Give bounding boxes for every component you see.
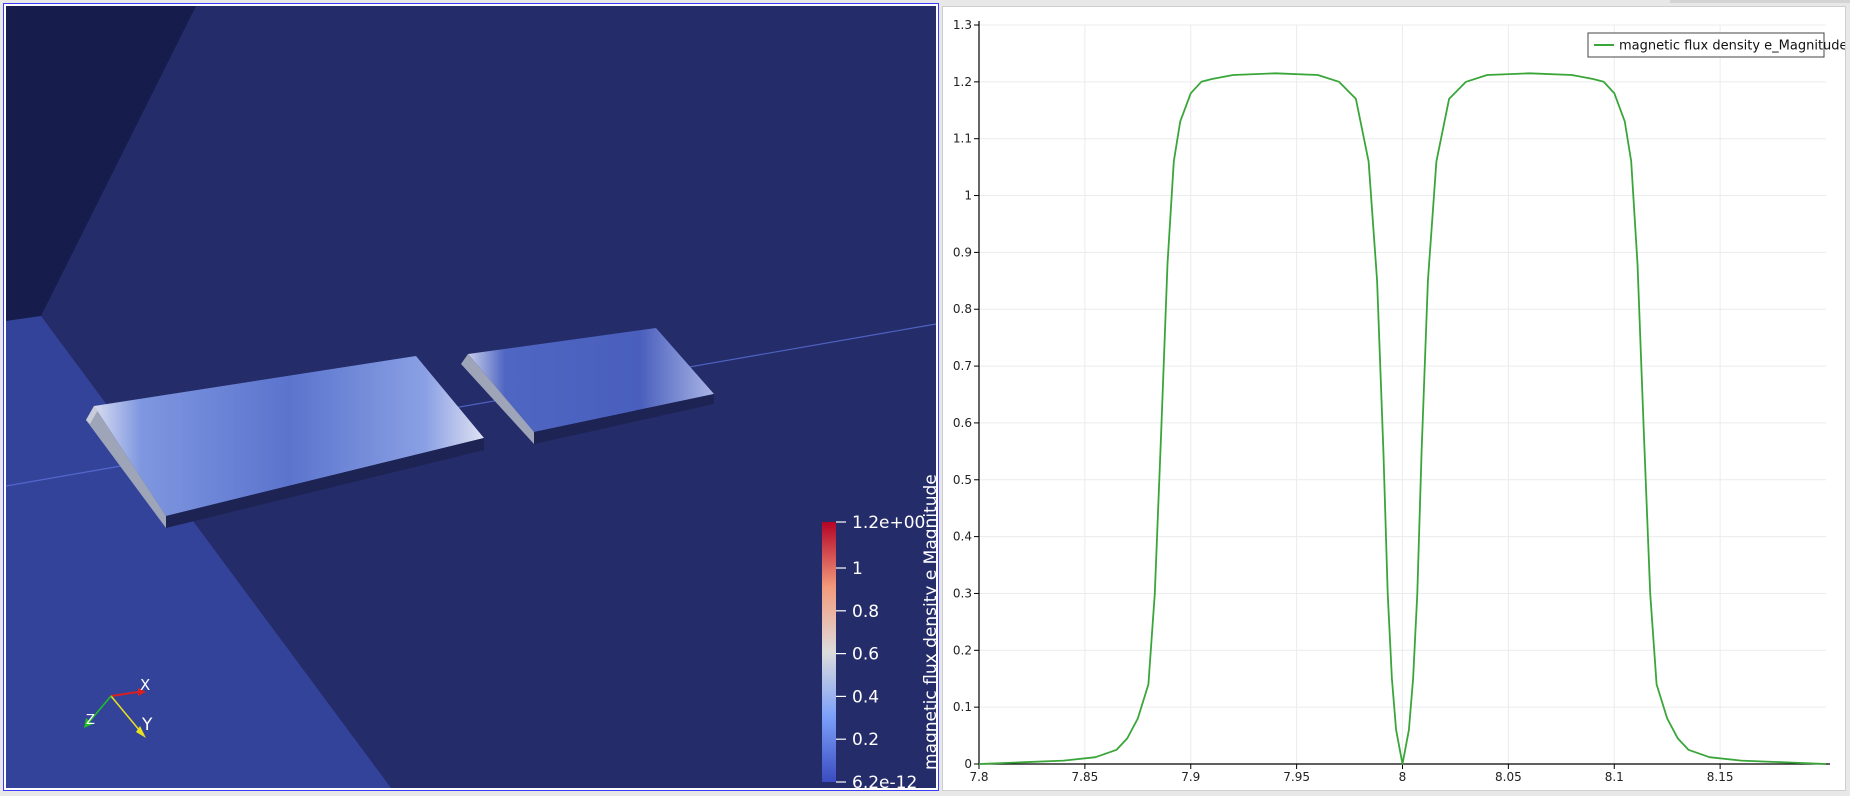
x-tick-label: 8.15 — [1707, 770, 1734, 784]
y-tick-label: 0.3 — [953, 586, 972, 600]
x-tick-label: 8 — [1399, 770, 1407, 784]
y-tick-label: 0.2 — [953, 643, 972, 657]
y-tick-label: 1.2 — [953, 75, 972, 89]
colorbar-tick-label: 0.6 — [852, 645, 879, 665]
colorbar-tick-label: 0.2 — [852, 730, 879, 750]
series-line — [978, 72, 1827, 765]
chart-axes: 7.8 7.85 7.9 7.95 8 8.05 8.1 8.15 0 0.1 0.2 0.3 0.4 0… — [953, 18, 1830, 784]
y-tick-label: 0 — [964, 757, 972, 771]
y-tick-label: 0.4 — [953, 530, 972, 544]
y-tick-label: 0.9 — [953, 245, 972, 259]
y-tick-label: 1.3 — [953, 18, 972, 32]
color-legend: 1.2e+00 1 0.8 0.6 0.4 0.2 6.2e-12 magnetic flu… — [822, 474, 936, 788]
y-tick-label: 0.1 — [953, 700, 972, 714]
x-tick-label: 8.1 — [1605, 770, 1624, 784]
axis-x-label: X — [140, 676, 150, 694]
y-tick-label: 1 — [964, 189, 972, 203]
colorbar-tick-label: 1 — [852, 559, 863, 579]
magnet-slab-1 — [86, 356, 484, 528]
colorbar — [822, 522, 836, 782]
colorbar-tick-label: 0.8 — [852, 602, 879, 622]
legend-entry-label: magnetic flux density e_Magnitude — [1619, 39, 1845, 54]
render-view[interactable]: X Y Z 1.2e+00 1 0.8 0.6 0.4 0.2 6.2e-12 magnet… — [3, 3, 939, 791]
magnet-slab-2 — [461, 328, 714, 444]
render-canvas[interactable]: X Y Z 1.2e+00 1 0.8 0.6 0.4 0.2 6.2e-12 magnet… — [6, 6, 936, 788]
colorbar-tick-label: 6.2e-12 — [852, 773, 917, 788]
chart-legend[interactable]: magnetic flux density e_Magnitude — [1587, 32, 1848, 58]
line-chart-canvas[interactable]: 7.8 7.85 7.9 7.95 8 8.05 8.1 8.15 0 0.1 0.2 0.3 0.4 0… — [943, 7, 1848, 790]
x-tick-label: 7.85 — [1072, 770, 1099, 784]
colorbar-title: magnetic flux density e Magnitude — [921, 474, 936, 770]
y-tick-label: 0.7 — [953, 359, 972, 373]
y-tick-label: 0.5 — [953, 473, 972, 487]
view-toolbar — [1670, 0, 1850, 3]
x-tick-label: 7.8 — [969, 770, 988, 784]
colorbar-tick-label: 0.4 — [852, 687, 879, 707]
line-chart-view[interactable]: 7.8 7.85 7.9 7.95 8 8.05 8.1 8.15 0 0.1 0.2 0.3 0.4 0… — [942, 6, 1848, 791]
chart-grid — [978, 24, 1826, 765]
y-tick-label: 0.8 — [953, 302, 972, 316]
x-tick-label: 7.95 — [1283, 770, 1310, 784]
legend-box[interactable] — [1587, 32, 1825, 58]
x-tick-label: 8.05 — [1495, 770, 1522, 784]
axis-z-label: Z — [86, 713, 95, 728]
axis-y-label: Y — [141, 715, 153, 735]
x-tick-label: 7.9 — [1181, 770, 1200, 784]
background-plane-dark — [6, 6, 196, 321]
y-tick-label: 0.6 — [953, 416, 972, 430]
chart-series — [978, 72, 1827, 765]
y-tick-label: 1.1 — [953, 132, 972, 146]
orientation-axes: X Y Z — [84, 676, 153, 738]
colorbar-tick-label: 1.2e+00 — [852, 513, 925, 533]
